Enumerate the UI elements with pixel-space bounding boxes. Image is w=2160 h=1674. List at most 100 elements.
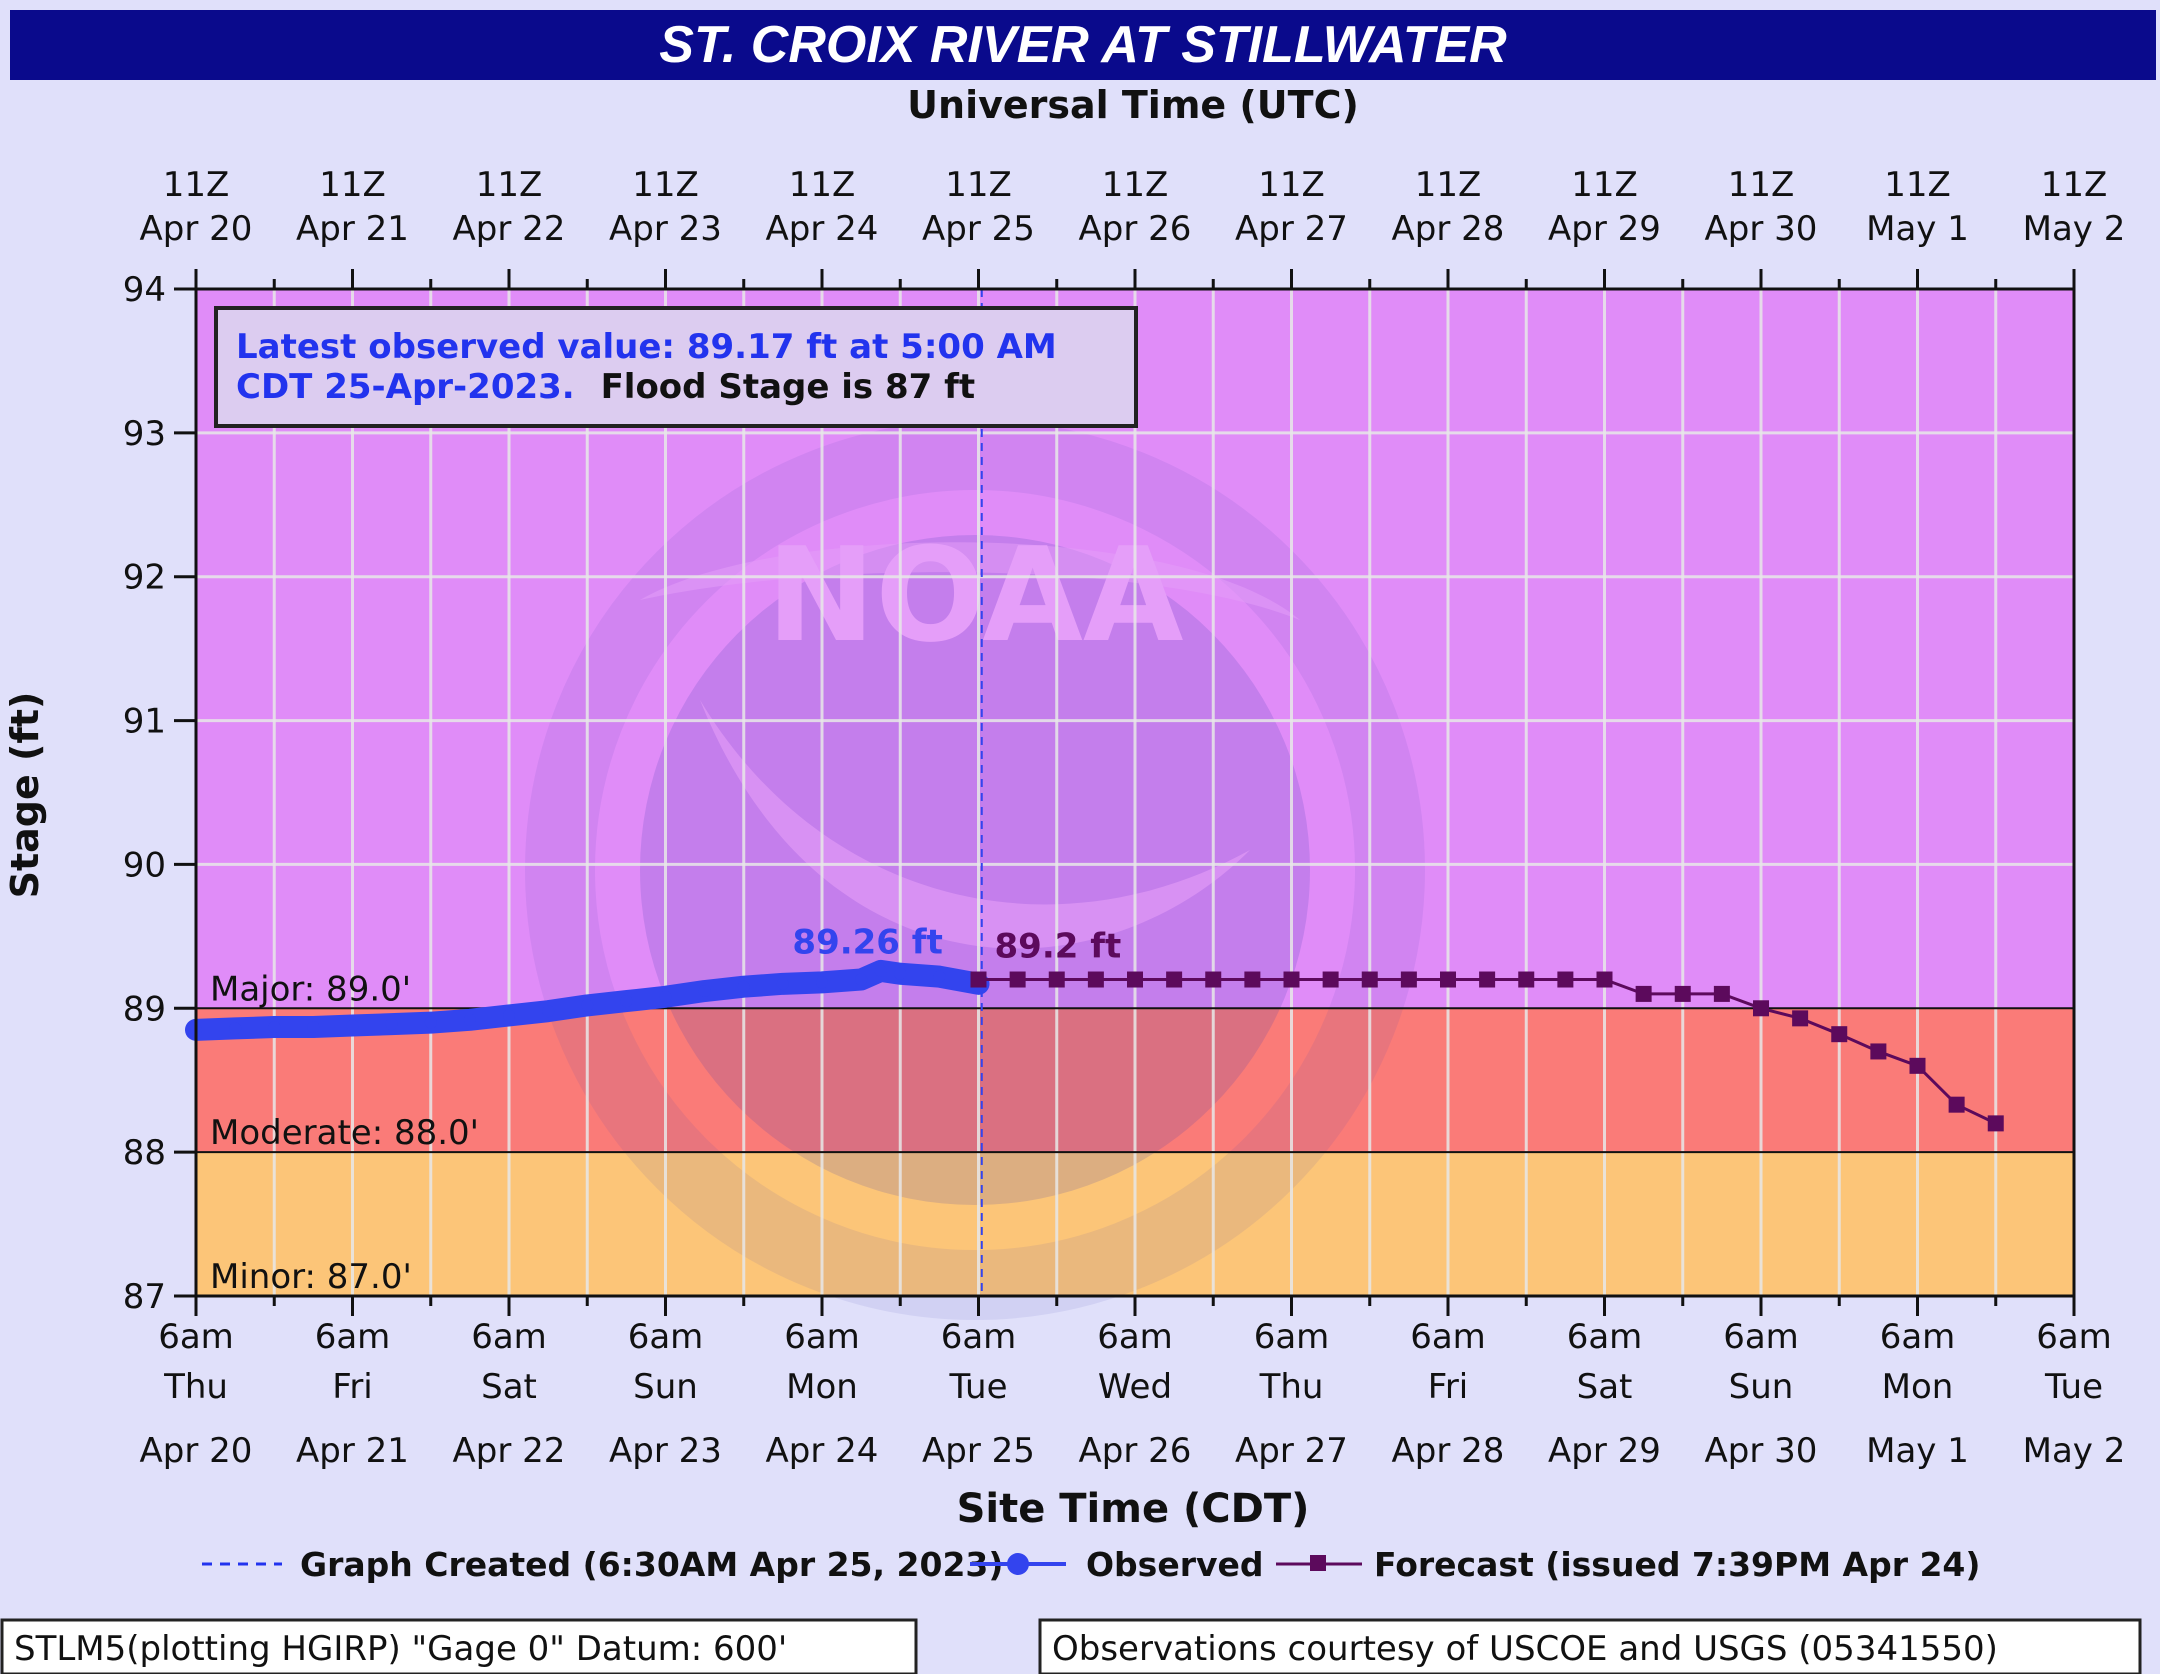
y-tick-label: 91	[123, 702, 166, 742]
forecast-point	[1048, 971, 1065, 988]
top-tick-time: 11Z	[945, 165, 1012, 205]
top-tick-date: Apr 26	[1079, 209, 1192, 249]
legend: Graph Created (6:30AM Apr 25, 2023) Obse…	[202, 1545, 1980, 1584]
top-tick-time: 11Z	[2041, 165, 2108, 205]
top-tick-time: 11Z	[789, 165, 856, 205]
observed-point	[385, 1018, 398, 1031]
latest-value-box: Latest observed value: 89.17 ft at 5:00 …	[214, 306, 1138, 428]
forecast-point	[1205, 971, 1222, 988]
info-line2-flood: Flood Stage is 87 ft	[601, 367, 976, 407]
top-tick-date: Apr 25	[922, 209, 1035, 249]
bottom-tick-time: 6am	[158, 1317, 234, 1357]
top-tick-time: 11Z	[1884, 165, 1951, 205]
bottom-tick-date: May 2	[2023, 1431, 2126, 1471]
bottom-tick-date: Apr 20	[140, 1431, 253, 1471]
observed-point	[268, 1020, 281, 1033]
observed-point	[737, 980, 750, 993]
top-tick-date: Apr 22	[453, 209, 566, 249]
top-tick-date: Apr 29	[1548, 209, 1661, 249]
top-tick-date: Apr 24	[766, 209, 879, 249]
top-tick-date: May 1	[1866, 209, 1969, 249]
footer-right-box: Observations courtesy of USCOE and USGS …	[1038, 1618, 2142, 1674]
bottom-tick-time: 6am	[471, 1317, 547, 1357]
forecast-point	[1831, 1026, 1848, 1043]
y-tick-label: 93	[123, 414, 166, 454]
observed-point	[894, 967, 907, 980]
bottom-tick-day: Fri	[1428, 1367, 1469, 1407]
top-tick-date: Apr 27	[1235, 209, 1348, 249]
forecast-point	[1596, 971, 1613, 988]
observed-point	[620, 995, 633, 1008]
bottom-tick-time: 6am	[1567, 1317, 1643, 1357]
forecast-point	[1244, 971, 1261, 988]
observed-point	[776, 977, 789, 990]
forecast-point	[1870, 1043, 1887, 1060]
forecast-point	[1518, 971, 1535, 988]
top-tick-date: Apr 30	[1705, 209, 1818, 249]
observed-line	[185, 959, 990, 1041]
bottom-tick-date: Apr 25	[922, 1431, 1035, 1471]
forecast-point	[1440, 971, 1456, 988]
chart-axes: 87 88 89 90 91 92 93 94 6am Thu Apr 20 6am Fri Apr 21…	[123, 165, 2126, 1471]
title-banner	[10, 10, 2156, 80]
forecast-point	[1948, 1096, 1965, 1113]
forecast-point	[1166, 971, 1183, 988]
forecast-point	[1322, 971, 1339, 988]
bottom-tick-time: 6am	[1097, 1317, 1173, 1357]
top-tick-time: 11Z	[1415, 165, 1482, 205]
top-tick-date: Apr 21	[296, 209, 409, 249]
forecast-point	[1713, 985, 1730, 1002]
bottom-tick-date: Apr 28	[1392, 1431, 1505, 1471]
info-line1: Latest observed value: 89.17 ft at 5:00 …	[236, 327, 1057, 367]
bottom-tick-date: Apr 23	[609, 1431, 722, 1471]
forecast-point	[1987, 1115, 2004, 1132]
y-tick-label: 94	[123, 270, 166, 310]
bottom-tick-time: 6am	[315, 1317, 391, 1357]
bottom-tick-date: May 1	[1866, 1431, 1969, 1471]
bottom-tick-time: 6am	[941, 1317, 1017, 1357]
bottom-tick-day: Thu	[1259, 1367, 1324, 1407]
observed-point	[346, 1019, 359, 1032]
forecast-point	[1283, 971, 1300, 988]
forecast-point	[1635, 985, 1652, 1002]
info-line2: CDT 25-Apr-2023. Flood Stage is 87 ft	[236, 367, 975, 407]
top-tick-time: 11Z	[1571, 165, 1638, 205]
bottom-tick-date: Apr 26	[1079, 1431, 1192, 1471]
top-tick-date: Apr 20	[140, 209, 253, 249]
y-tick-label: 88	[123, 1133, 166, 1173]
forecast-first-label: 89.2 ft	[995, 927, 1122, 967]
top-tick-time: 11Z	[163, 165, 230, 205]
bottom-tick-time: 6am	[1723, 1317, 1799, 1357]
forecast-point	[970, 971, 987, 988]
bottom-tick-day: Sun	[633, 1367, 698, 1407]
footer-right: Observations courtesy of USCOE and USGS …	[1052, 1629, 1998, 1669]
footer-left: STLM5(plotting HGIRP) "Gage 0" Datum: 60…	[14, 1629, 787, 1669]
observed-point	[307, 1020, 320, 1033]
legend-observed: Observed	[1086, 1545, 1264, 1584]
observed-point	[816, 976, 828, 989]
forecast-point	[1479, 971, 1496, 988]
observed-point	[933, 970, 946, 983]
category-label-major: Major: 89.0'	[210, 969, 411, 1009]
category-label-minor: Minor: 87.0'	[210, 1257, 412, 1297]
forecast-point	[1127, 971, 1143, 988]
bottom-tick-date: Apr 27	[1235, 1431, 1348, 1471]
bottom-tick-day: Thu	[163, 1367, 228, 1407]
y-tick-label: 89	[123, 989, 166, 1029]
top-tick-date: Apr 28	[1392, 209, 1505, 249]
noaa-watermark: NOAA	[525, 420, 1425, 1320]
bottom-tick-day: Tue	[2044, 1367, 2103, 1407]
info-line2-date: CDT 25-Apr-2023.	[236, 367, 575, 407]
observed-point	[503, 1009, 515, 1022]
bottom-tick-day: Tue	[948, 1367, 1007, 1407]
observed-point	[229, 1022, 242, 1035]
bottom-axis-label: Site Time (CDT)	[957, 1486, 1310, 1532]
forecast-point	[1674, 985, 1691, 1002]
watermark-logo-text: NOAA	[766, 519, 1183, 671]
observed-point	[855, 973, 868, 986]
observed-point	[463, 1013, 476, 1026]
bottom-tick-day: Sun	[1729, 1367, 1794, 1407]
bottom-tick-time: 6am	[2036, 1317, 2112, 1357]
bottom-tick-date: Apr 24	[766, 1431, 879, 1471]
